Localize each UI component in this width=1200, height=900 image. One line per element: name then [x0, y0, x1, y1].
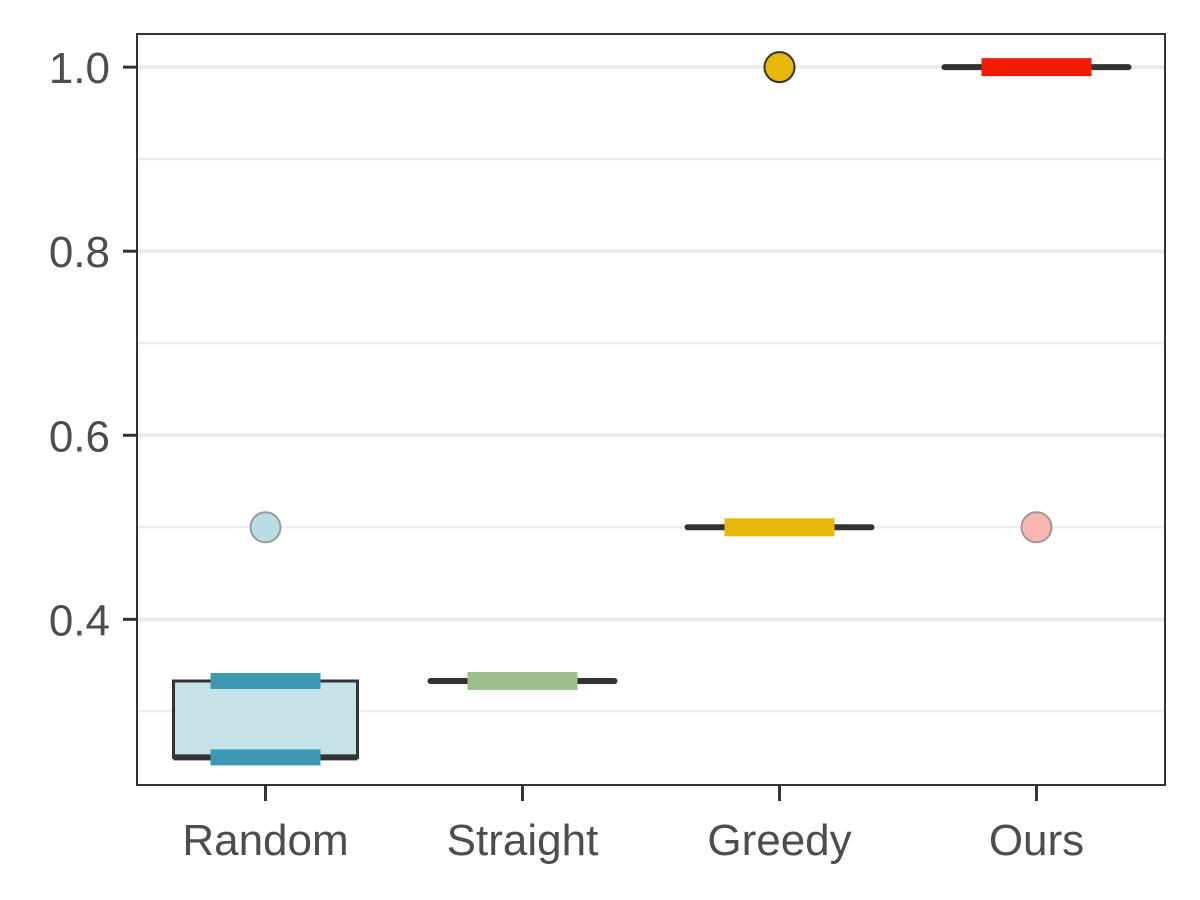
y-axis: 0.4 0.6 0.8 1.0 — [49, 44, 137, 645]
q1-accent — [210, 749, 321, 766]
x-axis: Random Straight Greedy Ours — [182, 785, 1084, 865]
y-tick-label: 0.8 — [49, 228, 110, 277]
box-plot-series — [172, 51, 1132, 766]
x-tick-label-ours: Ours — [989, 816, 1084, 865]
grid-lines — [137, 65, 1165, 713]
box-straight — [427, 672, 618, 691]
outlier-point — [763, 51, 796, 84]
y-tick-label: 0.4 — [49, 596, 110, 645]
box-greedy — [684, 51, 875, 537]
x-tick-label-random: Random — [182, 816, 348, 865]
outlier-point — [249, 511, 282, 544]
q3-accent — [210, 673, 321, 690]
box-random — [172, 511, 359, 766]
y-tick-label: 0.6 — [49, 412, 110, 461]
y-tick-label: 1.0 — [49, 44, 110, 93]
median-accent — [724, 518, 835, 537]
outlier-point — [1020, 511, 1053, 544]
x-tick-label-straight: Straight — [447, 816, 599, 865]
median-accent — [467, 672, 578, 691]
median-accent — [981, 58, 1092, 77]
box-body — [172, 679, 359, 759]
plot-panel-border — [136, 33, 1166, 786]
box-ours — [941, 58, 1132, 544]
x-tick-label-greedy: Greedy — [707, 816, 851, 865]
